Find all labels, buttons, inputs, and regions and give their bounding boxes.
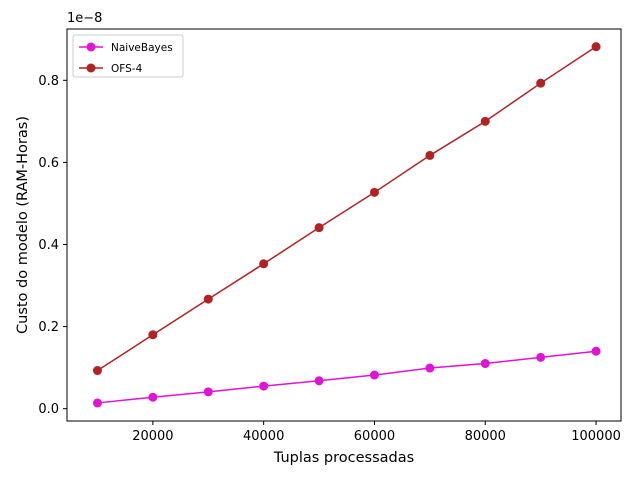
x-tick-label: 80000 — [465, 429, 506, 444]
y-tick-label: 0.6 — [38, 156, 59, 171]
data-point-ofs-4 — [369, 187, 379, 197]
data-point-naivebayes — [536, 352, 546, 362]
legend-marker-naivebayes — [86, 42, 96, 52]
data-point-naivebayes — [259, 381, 269, 391]
x-tick-label: 100000 — [571, 429, 621, 444]
x-tick-label: 40000 — [243, 429, 284, 444]
data-point-ofs-4 — [148, 330, 158, 340]
data-point-ofs-4 — [203, 294, 213, 304]
legend-marker-ofs-4 — [86, 63, 96, 73]
legend-label-naivebayes: NaiveBayes — [111, 42, 173, 54]
data-point-naivebayes — [148, 392, 158, 402]
data-point-ofs-4 — [480, 116, 490, 126]
data-point-naivebayes — [480, 359, 490, 369]
data-point-ofs-4 — [92, 366, 102, 376]
legend: NaiveBayes OFS-4 — [72, 34, 184, 78]
data-point-naivebayes — [203, 387, 213, 397]
data-point-naivebayes — [314, 376, 324, 386]
x-axis: 20000 40000 60000 80000 100000 — [132, 421, 621, 444]
y-tick-label: 0.4 — [38, 238, 59, 253]
series-layer — [92, 42, 601, 408]
y-axis-label: Custo do modelo (RAM-Horas) — [15, 116, 31, 334]
data-point-naivebayes — [369, 370, 379, 380]
data-point-ofs-4 — [591, 42, 601, 52]
data-point-ofs-4 — [314, 223, 324, 233]
y-axis: 0.0 0.2 0.4 0.6 0.8 — [38, 74, 67, 417]
legend-box — [72, 34, 184, 78]
data-point-ofs-4 — [425, 150, 435, 160]
y-tick-label: 0.0 — [38, 402, 59, 417]
data-point-naivebayes — [92, 398, 102, 408]
series-line-naivebayes — [97, 350, 597, 404]
data-point-naivebayes — [425, 363, 435, 373]
data-point-ofs-4 — [536, 78, 546, 88]
legend-label-ofs-4: OFS-4 — [111, 63, 143, 75]
y-tick-label: 0.2 — [38, 320, 59, 335]
x-tick-label: 60000 — [354, 429, 395, 444]
series-line-ofs-4 — [97, 46, 597, 372]
data-point-ofs-4 — [259, 259, 269, 269]
x-tick-label: 20000 — [132, 429, 173, 444]
x-axis-label: Tuplas processadas — [273, 450, 414, 466]
y-axis-offset-text: 1e−8 — [67, 11, 102, 26]
data-point-naivebayes — [591, 346, 601, 356]
y-tick-label: 0.8 — [38, 74, 59, 89]
plot-area-frame — [66, 28, 622, 422]
